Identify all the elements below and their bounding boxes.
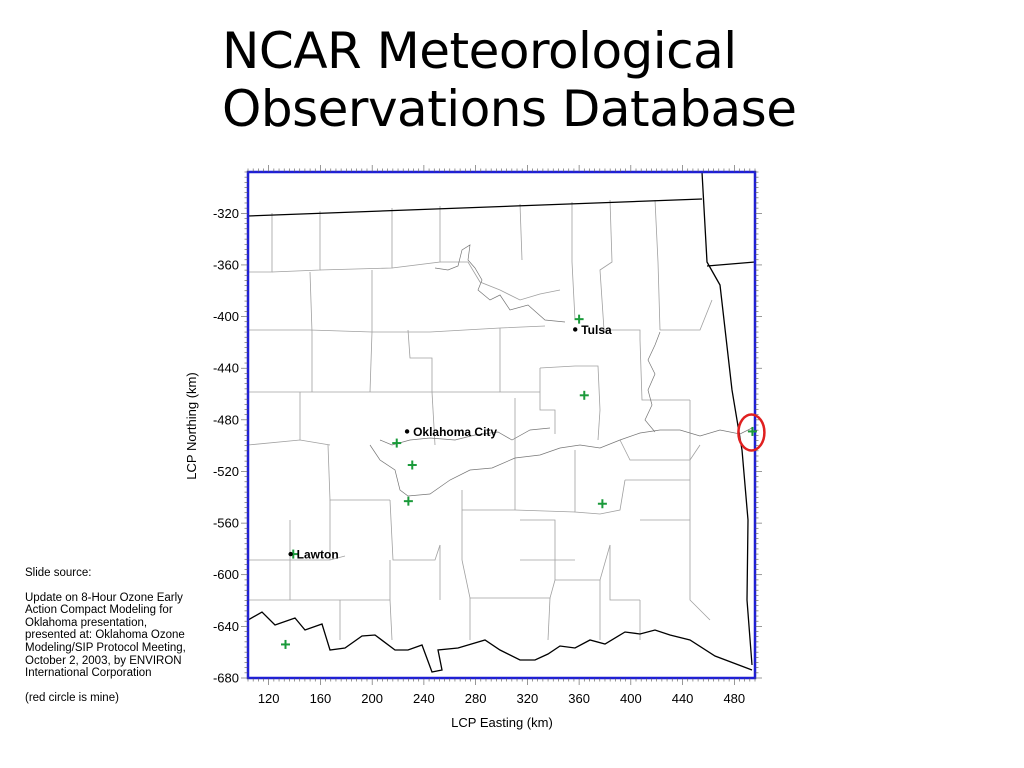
red-circle-icon (737, 413, 766, 452)
station-plus-icon (579, 390, 589, 400)
x-tick-label: 200 (361, 691, 383, 706)
source-heading: Slide source: (25, 567, 92, 579)
x-tick-label: 360 (568, 691, 590, 706)
y-tick-label: -360 (213, 257, 239, 272)
x-tick-label: 160 (310, 691, 332, 706)
axis-ticks (241, 165, 762, 685)
title-line-2: Observations Database (222, 80, 797, 138)
highlight-marker (737, 413, 766, 452)
x-tick-label: 440 (672, 691, 694, 706)
x-tick-label: 320 (517, 691, 539, 706)
station-plus-icon (281, 639, 291, 649)
city-label: Tulsa (581, 323, 612, 337)
source-footnote: (red circle is mine) (25, 691, 119, 704)
city-dot-icon (573, 327, 578, 332)
slide-title: NCAR Meteorological Observations Databas… (222, 22, 1002, 138)
y-tick-label: -560 (213, 516, 239, 531)
y-tick-label: -320 (213, 206, 239, 221)
x-tick-label: 240 (413, 691, 435, 706)
state-boundaries (248, 172, 755, 673)
station-markers (281, 314, 757, 649)
x-tick-labels: 120 160 200 240 280 320 360 400 440 480 (258, 691, 745, 706)
x-axis-title: LCP Easting (km) (451, 715, 553, 730)
x-tick-label: 280 (465, 691, 487, 706)
station-plus-icon (392, 438, 402, 448)
source-body: Update on 8-Hour Ozone Early Action Comp… (25, 591, 186, 680)
y-tick-label: -400 (213, 309, 239, 324)
city-label: Oklahoma City (413, 425, 497, 439)
y-tick-label: -440 (213, 361, 239, 376)
city-markers: Tulsa Oklahoma City Lawton (288, 323, 612, 562)
station-plus-icon (747, 426, 757, 436)
x-tick-label: 120 (258, 691, 280, 706)
x-tick-label: 400 (620, 691, 642, 706)
river-lines (369, 244, 753, 497)
station-plus-icon (403, 496, 413, 506)
x-tick-label: 480 (723, 691, 745, 706)
city-dot-icon (404, 429, 410, 434)
y-tick-label: -680 (213, 671, 239, 686)
y-tick-label: -640 (213, 619, 239, 634)
map-frame (246, 170, 757, 680)
slide-source-note: Slide source: Update on 8-Hour Ozone Ear… (25, 567, 190, 716)
county-boundaries (248, 199, 713, 641)
station-plus-icon (597, 499, 607, 509)
city-label: Lawton (297, 548, 339, 562)
y-tick-labels: -320 -360 -400 -440 -480 -520 -560 -600 -640 -680 (213, 206, 239, 686)
title-line-1: NCAR Meteorological (222, 22, 737, 80)
y-axis-title: LCP Northing (km) (184, 372, 199, 479)
station-plus-icon (574, 314, 584, 324)
y-tick-label: -520 (213, 464, 239, 479)
y-tick-label: -480 (213, 412, 239, 427)
station-plus-icon (407, 460, 417, 470)
y-tick-label: -600 (213, 567, 239, 582)
city-dot-icon (288, 551, 293, 557)
